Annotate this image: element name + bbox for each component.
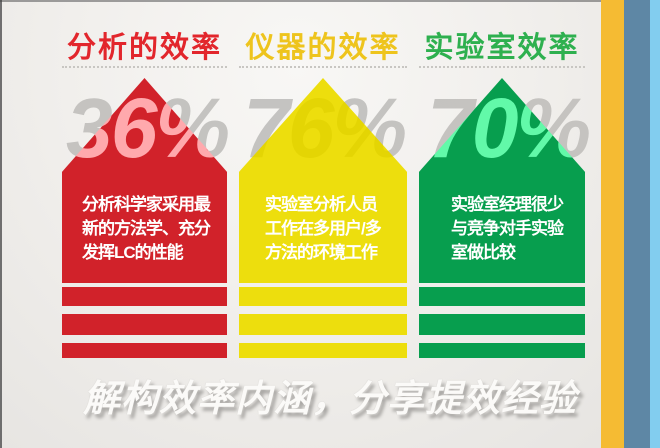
text-line: 发挥LC的性能 (82, 243, 184, 262)
percent-watermark: 36% (66, 81, 230, 175)
stat-column-instrument: 仪器的效率 实验室分析人员 工作在多用户/多 方法的环境工作 76% (239, 0, 407, 448)
arrow-tail-stripe (239, 343, 407, 358)
column-header: 实验室效率 (424, 32, 580, 64)
arrow-tail-stripe (62, 287, 227, 306)
arrow-tail-stripe (62, 314, 227, 335)
arrow-text: 分析科学家采用最 新的方法学、充分 发挥LC的性能 (82, 193, 211, 265)
text-line: 与竞争对手实验 (451, 219, 564, 238)
text-line: 实验室经理很少 (451, 195, 564, 214)
photo-edge-left (0, 0, 2, 448)
text-line: 工作在多用户/多 (265, 219, 382, 238)
dotted-divider (419, 66, 585, 68)
dotted-divider (62, 66, 227, 68)
arrow-tail-stripe (419, 343, 585, 358)
stat-column-laboratory: 实验室效率 实验室经理很少 与竞争对手实验 室做比较 70% (419, 0, 591, 448)
text-line: 实验室分析人员 (265, 195, 378, 214)
stat-column-analysis: 分析的效率 分析科学家采用最 新的方法学、充分 发挥LC的性能 36% (62, 0, 230, 448)
photo-edge-top (0, 0, 660, 2)
arrow-text: 实验室分析人员 工作在多用户/多 方法的环境工作 (265, 193, 382, 265)
text-line: 方法的环境工作 (265, 243, 378, 262)
text-line: 室做比较 (451, 243, 516, 262)
right-skyblue-stripe (650, 0, 660, 448)
arrow-tail-stripe (239, 287, 407, 306)
column-header: 仪器的效率 (245, 32, 401, 64)
text-line: 分析科学家采用最 (82, 195, 211, 214)
slide-caption: 解构效率内涵，分享提效经验 (83, 378, 577, 419)
arrow-text: 实验室经理很少 与竞争对手实验 室做比较 (451, 193, 564, 265)
arrow-tail-stripe (419, 287, 585, 306)
percent-watermark: 70% (427, 81, 591, 175)
dotted-divider (239, 66, 407, 68)
percent-watermark: 76% (243, 81, 407, 175)
arrow-tail-stripe (419, 314, 585, 335)
right-steelblue-stripe (624, 0, 650, 448)
arrow-tail-stripe (239, 314, 407, 335)
arrow-tail-stripe (62, 343, 227, 358)
column-header: 分析的效率 (66, 32, 222, 64)
right-gold-stripe (601, 0, 624, 448)
text-line: 新的方法学、充分 (82, 219, 211, 238)
